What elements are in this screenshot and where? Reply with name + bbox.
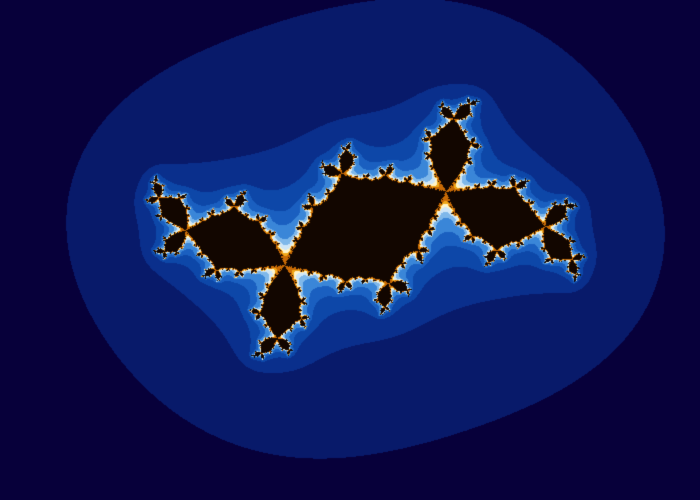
fractal-viewport xyxy=(0,0,700,500)
julia-fractal-image xyxy=(0,0,700,500)
